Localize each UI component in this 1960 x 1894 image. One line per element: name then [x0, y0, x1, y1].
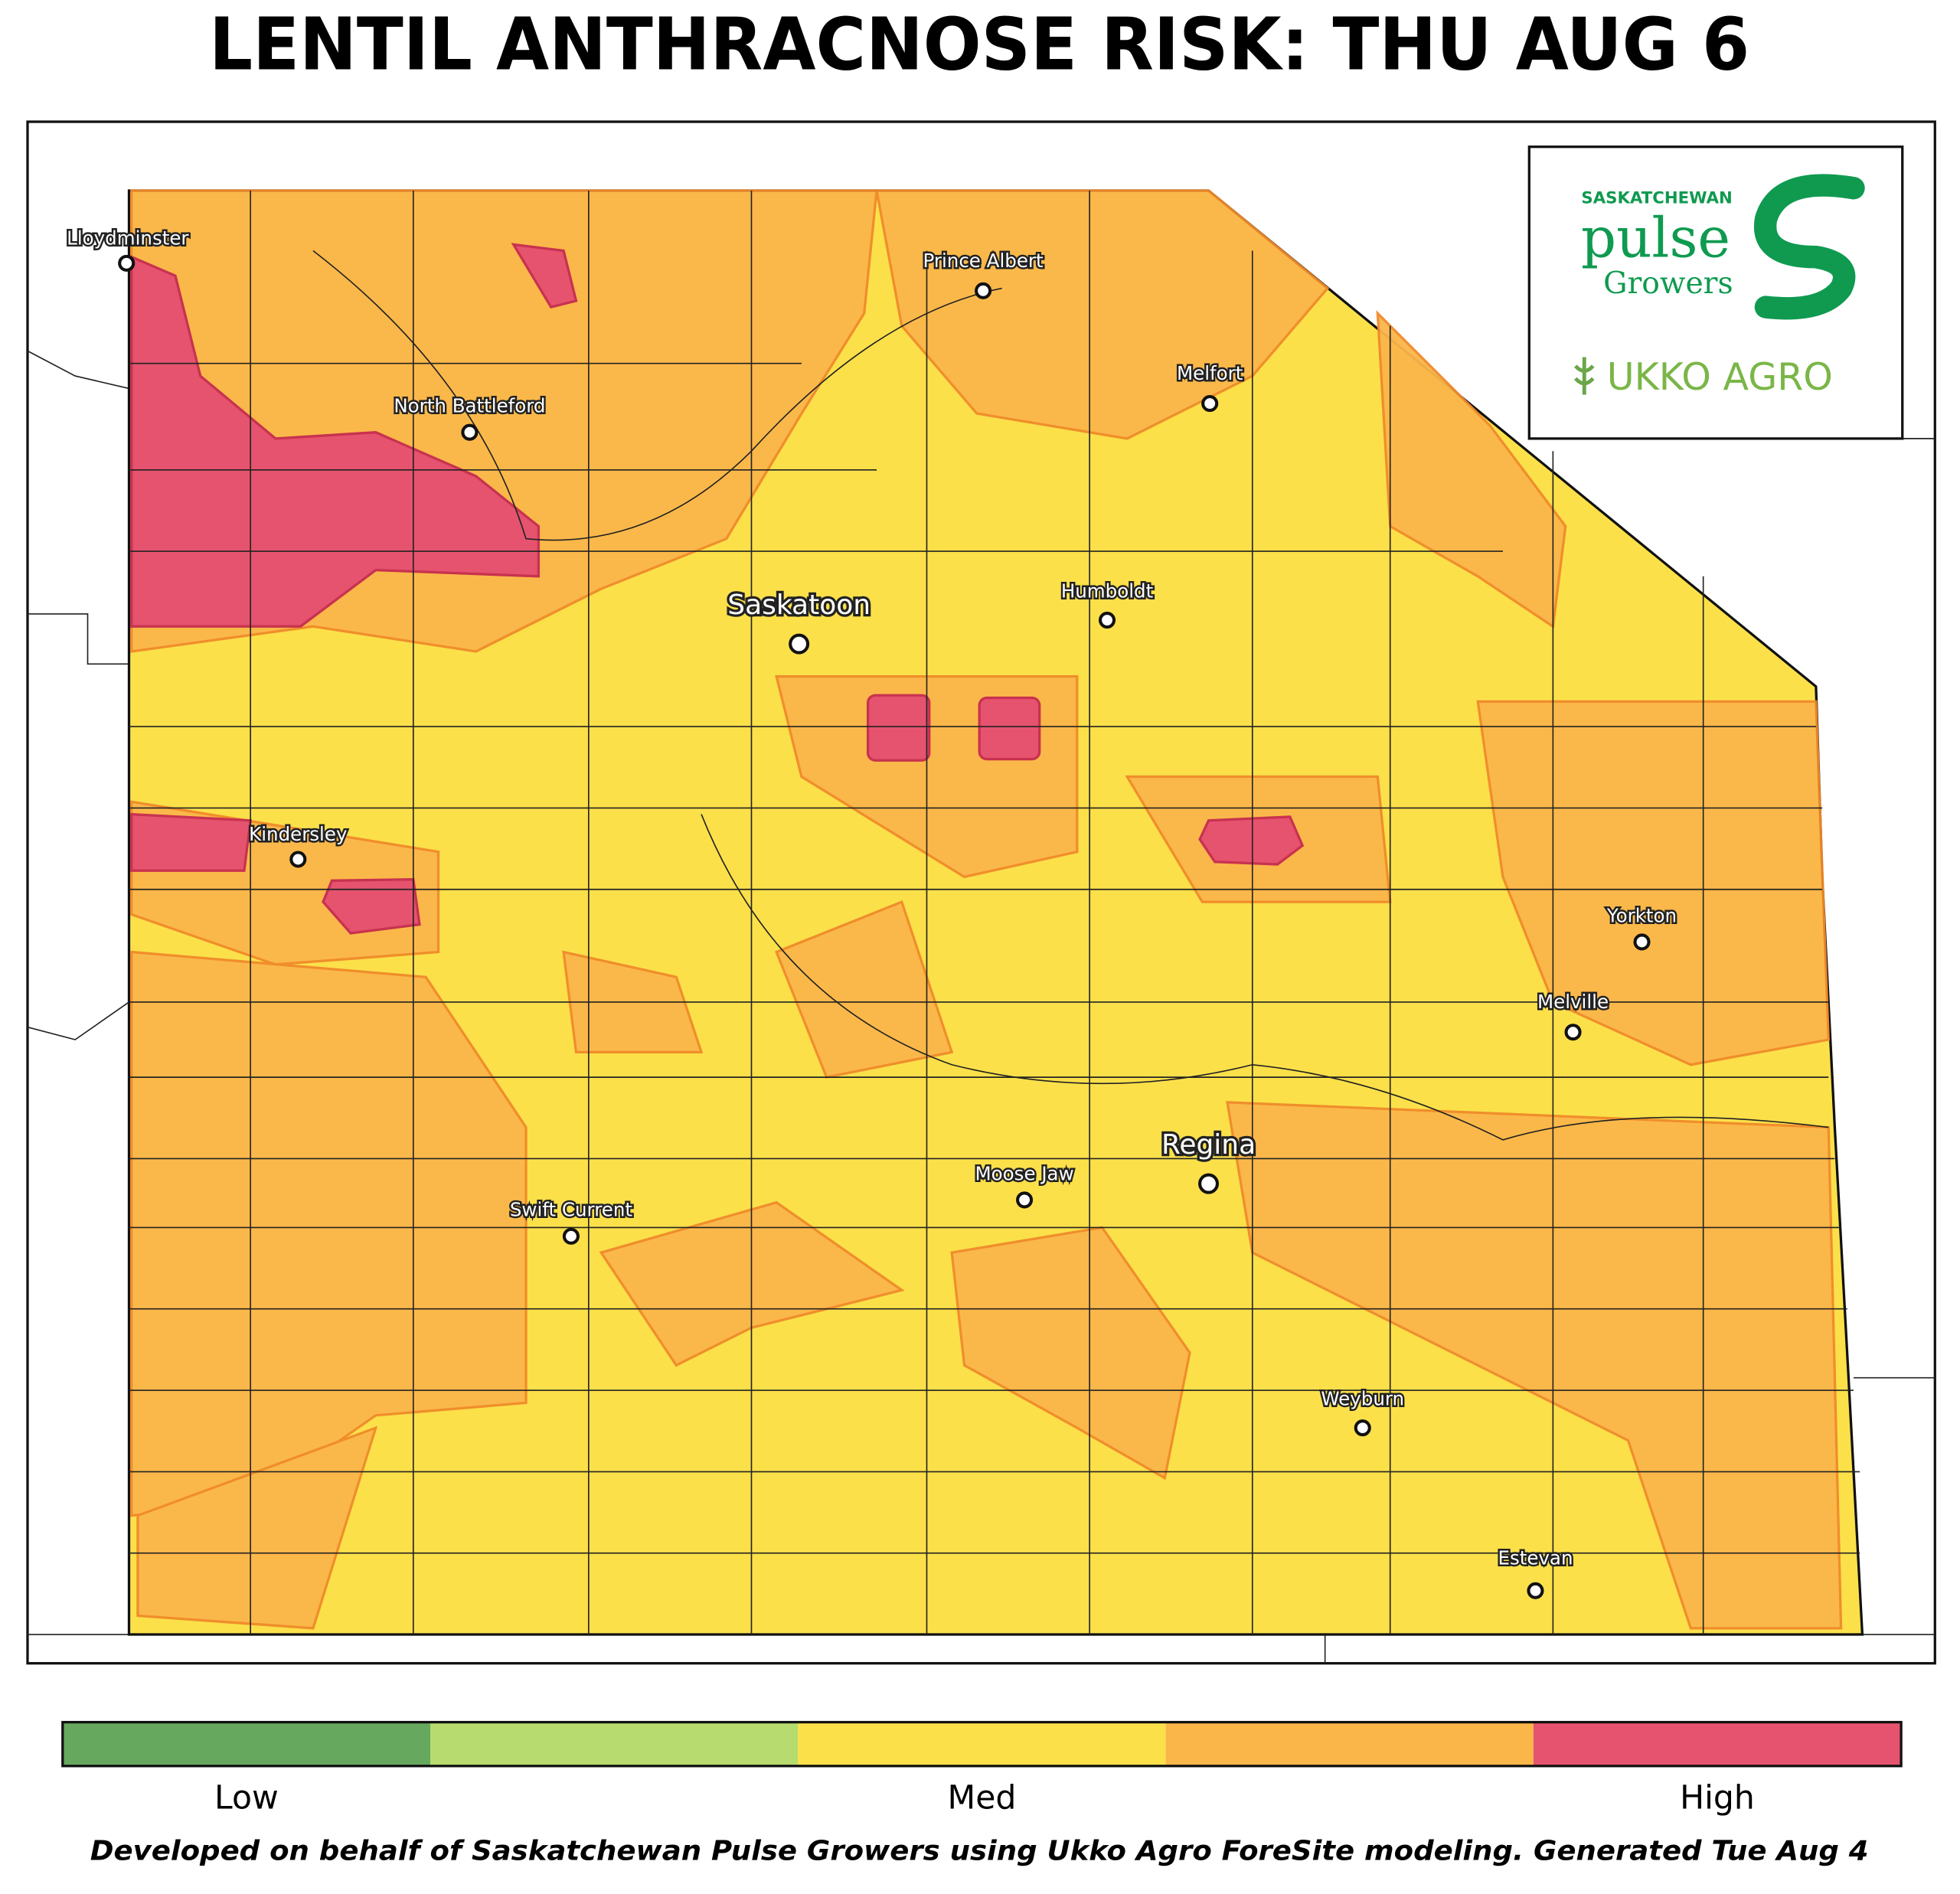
city-label: Saskatoon: [727, 589, 871, 621]
legend-swatch: [62, 1722, 431, 1766]
city-dot: [289, 851, 307, 868]
city-label: Swift Current: [510, 1199, 632, 1221]
city-label: Weyburn: [1321, 1388, 1404, 1410]
logo-partner: UKKO AGRO: [1607, 354, 1833, 399]
city-dot: [1633, 933, 1651, 951]
city-label: Regina: [1161, 1129, 1256, 1161]
city-dot: [1564, 1024, 1582, 1041]
city-dot: [1527, 1582, 1544, 1599]
city-dot: [118, 254, 136, 272]
legend-swatch: [430, 1722, 799, 1766]
city-label: Yorkton: [1606, 904, 1677, 926]
city-label: Estevan: [1498, 1546, 1573, 1569]
city-dot: [1198, 1173, 1220, 1194]
city-dot: [562, 1227, 580, 1245]
city-dot: [461, 423, 479, 441]
logo-line: pulse: [1581, 206, 1730, 270]
legend: Low Med High: [61, 1720, 1903, 1817]
city-label: Lloydminster: [67, 227, 189, 249]
city-dot: [1201, 395, 1219, 413]
legend-swatch: [798, 1722, 1166, 1766]
city-label: Melfort: [1177, 362, 1243, 384]
legend-swatch: [1165, 1722, 1534, 1766]
logo-mark: [1753, 174, 1865, 320]
city-dot: [1354, 1419, 1371, 1437]
logo-line: Growers: [1603, 266, 1733, 301]
logo-box: SASKATCHEWAN pulse Growers UKKO AGRO: [1527, 145, 1904, 440]
cities: Lloydminster Prince Albert Melfort North Ba…: [65, 225, 1679, 1599]
city-label: North Battleford: [394, 395, 545, 417]
city-label: Prince Albert: [923, 250, 1044, 272]
city-dot: [789, 633, 810, 655]
map-title: LENTIL ANTHRACNOSE RISK: THU AUG 6: [209, 2, 1749, 87]
logo-line: SASKATCHEWAN: [1581, 188, 1732, 207]
city-label: Kindersley: [249, 823, 347, 845]
legend-swatch: [1533, 1722, 1902, 1766]
municipal-grid: [129, 190, 1860, 1635]
legend-label: High: [1680, 1779, 1755, 1817]
legend-label: Low: [214, 1779, 279, 1817]
city-dot: [1016, 1191, 1034, 1209]
legend-frame: [61, 1720, 1903, 1768]
city-dot: [1098, 612, 1116, 629]
logo-icon: [1573, 357, 1595, 395]
high-zones: [130, 243, 1305, 935]
city-dot: [975, 282, 992, 299]
city-label: Moose Jaw: [975, 1162, 1074, 1184]
footer-note: Developed on behalf of Saskatchewan Puls…: [90, 1835, 1869, 1866]
city-label: Melville: [1537, 991, 1609, 1013]
legend-label: Med: [948, 1779, 1017, 1817]
city-label: Humboldt: [1061, 580, 1154, 602]
